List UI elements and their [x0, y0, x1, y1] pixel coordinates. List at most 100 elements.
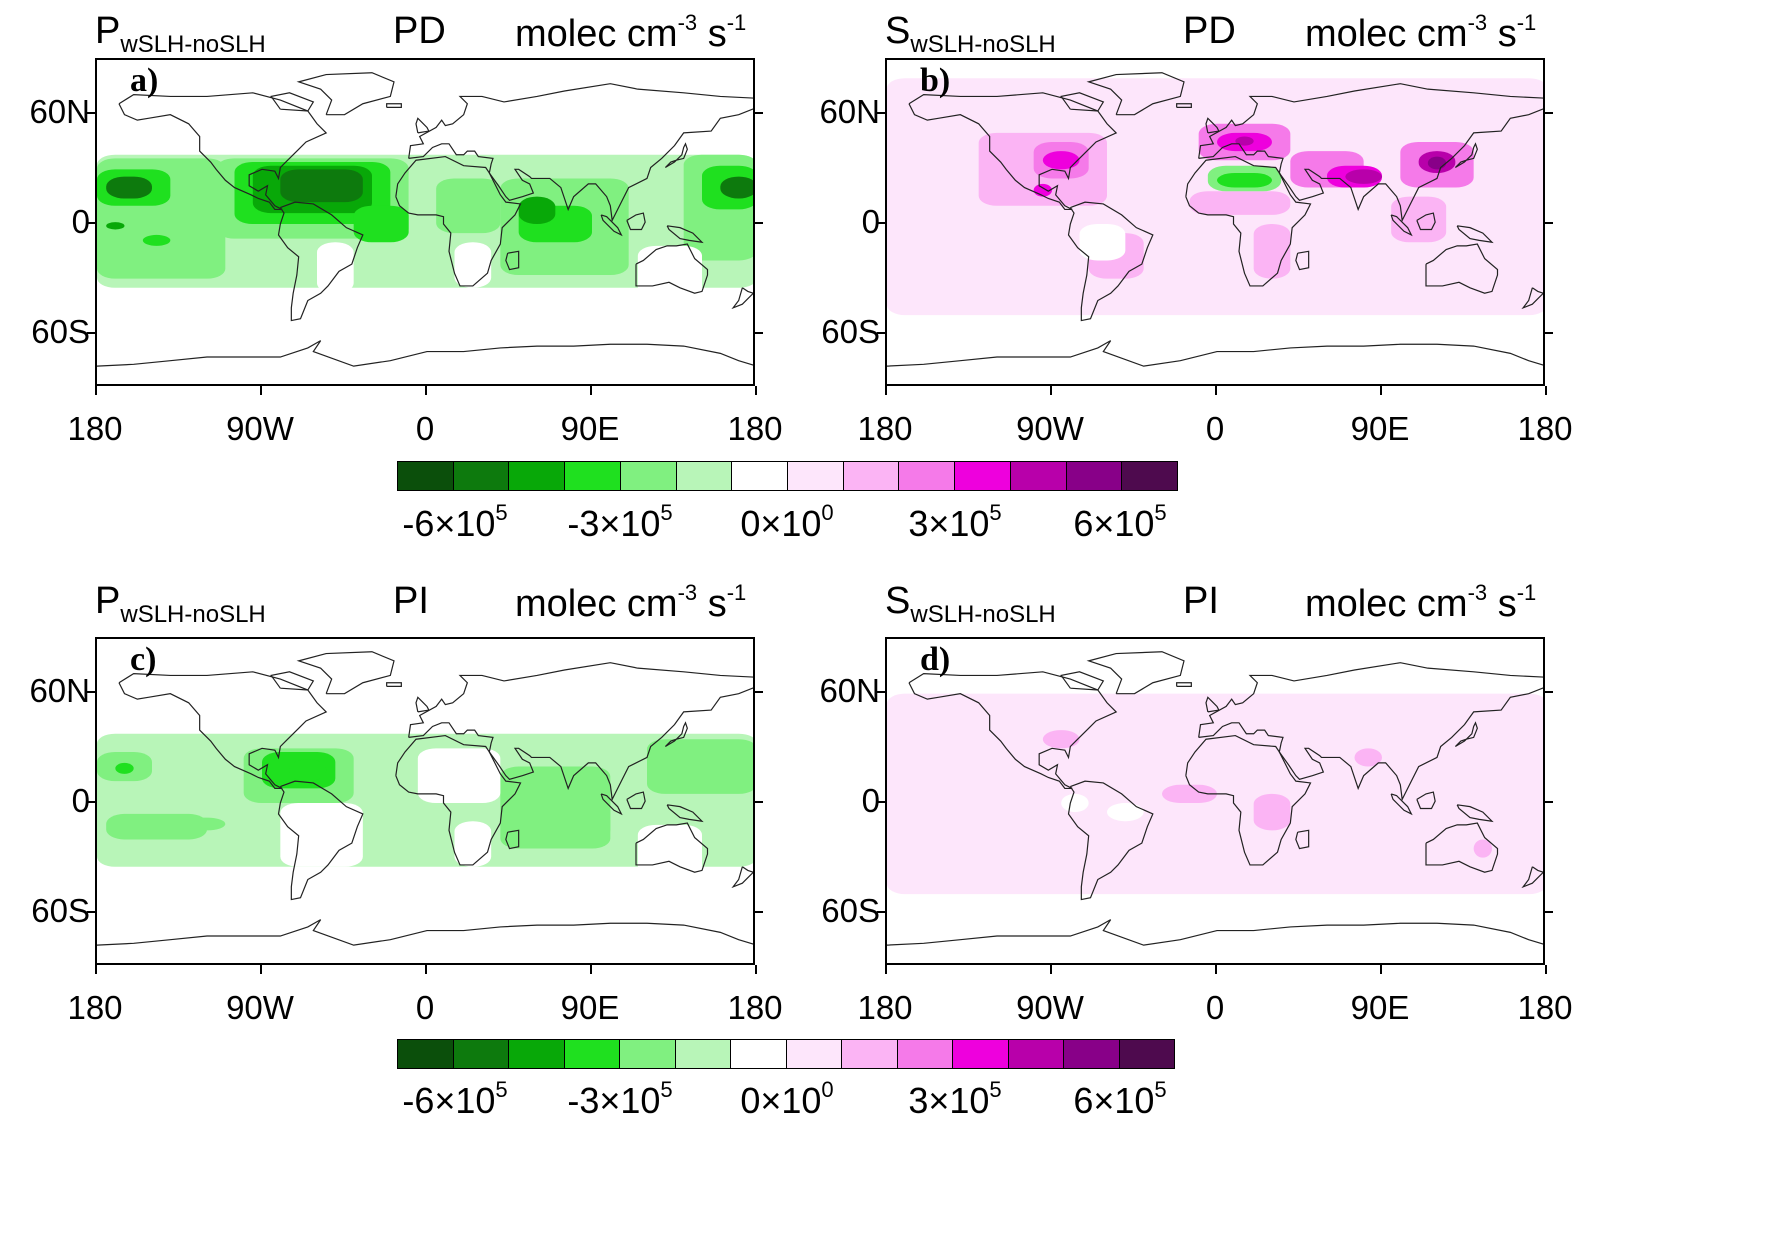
field-region — [142, 234, 171, 246]
lat-tick — [877, 910, 885, 913]
panel-variable-title: PwSLH-noSLH — [95, 12, 266, 57]
colorbar-swatch — [897, 1040, 953, 1068]
coastline — [731, 866, 753, 889]
coastline — [1295, 250, 1310, 271]
colorbar-label-exponent: 5 — [660, 500, 673, 525]
colorbar-label: 6×105 — [1030, 1077, 1210, 1122]
coastline — [1425, 822, 1499, 873]
coastline — [600, 214, 623, 237]
longitude-label: 180 — [67, 410, 123, 447]
coastline — [97, 919, 753, 946]
period-label: PI — [1183, 580, 1219, 622]
colorbar-swatch — [843, 462, 900, 490]
field-region — [720, 176, 753, 199]
longitude-label: 180 — [67, 989, 123, 1026]
colorbar-swatch — [565, 462, 621, 490]
units-exponent: -3 — [1467, 10, 1488, 35]
field-region — [1235, 136, 1254, 146]
colorbar-swatch — [675, 1040, 731, 1068]
coastline — [408, 662, 753, 802]
lon-tick — [885, 965, 887, 974]
units-main: molec cm — [1305, 13, 1468, 55]
field-region — [923, 821, 997, 840]
units-main: molec cm — [515, 13, 678, 55]
coastline — [887, 340, 1543, 367]
longitude-label: 0 — [415, 410, 435, 447]
longitude-label: 90W — [226, 989, 294, 1026]
coastline — [1067, 780, 1154, 901]
coastlines — [97, 651, 753, 946]
coastline — [1185, 734, 1312, 866]
colorbar-swatch — [953, 1040, 1009, 1068]
lon-tick — [425, 386, 427, 395]
panel-variable-title: PwSLH-noSLH — [95, 582, 266, 627]
units-seconds: s — [697, 583, 727, 625]
latitude-label: 60N — [29, 93, 90, 131]
coastline — [415, 117, 430, 134]
colorbar — [397, 1039, 1175, 1069]
colorbar-swatch — [1066, 462, 1123, 490]
field-region — [289, 759, 327, 782]
lon-tick — [1380, 965, 1382, 974]
field-region — [1253, 793, 1291, 831]
period-label: PI — [393, 580, 429, 622]
lat-tick — [87, 691, 95, 694]
coastline — [908, 92, 1118, 211]
period-label: PD — [1183, 10, 1236, 52]
colorbar-label: 3×105 — [865, 1077, 1045, 1122]
field-region — [454, 242, 492, 288]
coastline — [1416, 212, 1436, 231]
coastline — [1205, 117, 1220, 134]
longitude-label: 90E — [1350, 410, 1410, 447]
lon-tick — [1545, 965, 1547, 974]
coastline — [887, 919, 1543, 946]
panel-letter: a) — [130, 62, 159, 99]
colorbar-swatch — [788, 462, 844, 490]
units-seconds: s — [1487, 13, 1517, 55]
field-region — [1345, 169, 1382, 184]
lon-tick — [885, 386, 887, 395]
lat-tick — [755, 222, 763, 224]
colorbar-label-base: 3×10 — [908, 1080, 990, 1121]
latitude-label: 0 — [71, 782, 90, 819]
colorbar-swatch — [453, 1040, 509, 1068]
units-exponent: -1 — [1516, 10, 1537, 35]
latitude-label: 60S — [31, 891, 90, 929]
colorbar — [397, 461, 1178, 491]
lat-tick — [1545, 801, 1553, 803]
lat-tick — [755, 801, 763, 803]
coastline — [505, 250, 520, 271]
map-d — [887, 651, 1543, 946]
longitude-label: 180 — [727, 410, 783, 447]
colorbar-label-exponent: 0 — [821, 1077, 834, 1102]
latitude-label: 60N — [819, 672, 880, 710]
colorbar-label-base: -3×10 — [567, 1080, 661, 1121]
coastline — [386, 103, 402, 108]
panel-letter: b) — [920, 62, 951, 99]
units-label: molec cm-3 s-1 — [1305, 582, 1536, 625]
lon-tick — [260, 965, 262, 974]
longitude-label: 90W — [1016, 989, 1084, 1026]
coastline — [1067, 201, 1154, 322]
coastline — [1176, 682, 1192, 687]
coastline — [1086, 651, 1185, 695]
colorbar-label: -6×105 — [365, 500, 545, 545]
coastline — [1198, 83, 1543, 223]
colorbar-swatch — [509, 462, 566, 490]
coastline — [1086, 72, 1185, 116]
coastline — [1456, 225, 1494, 244]
coastline — [664, 142, 688, 169]
map-panel-a — [95, 58, 755, 386]
colorbar-swatch — [955, 462, 1011, 490]
coastline — [1176, 103, 1192, 108]
map-panel-b — [885, 58, 1545, 386]
lat-tick — [87, 112, 95, 115]
units-seconds: s — [1487, 583, 1517, 625]
lat-tick — [877, 331, 885, 334]
coastline — [600, 793, 623, 816]
field-layer — [97, 733, 753, 876]
lat-tick — [755, 331, 763, 334]
field-region — [702, 748, 753, 776]
field-region — [1473, 839, 1492, 858]
